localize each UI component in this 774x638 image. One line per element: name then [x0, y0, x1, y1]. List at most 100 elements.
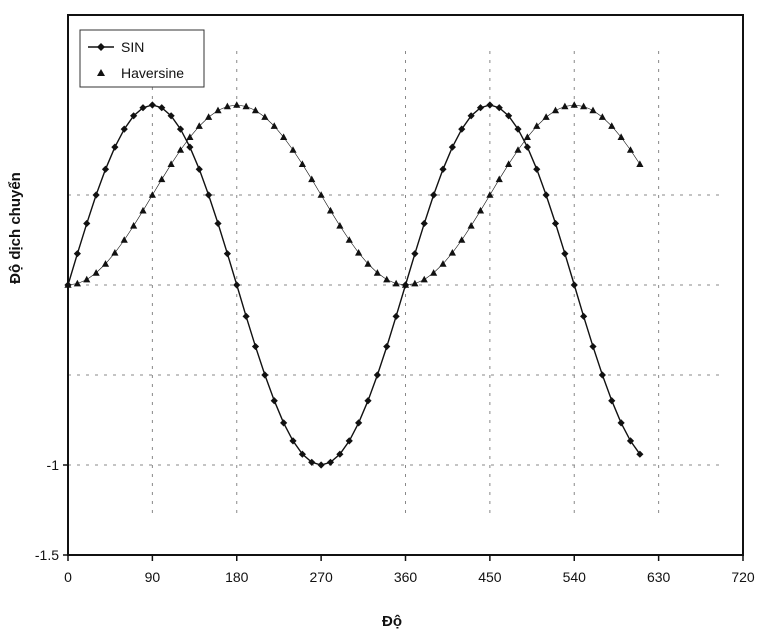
data-point: [542, 191, 550, 199]
data-point: [326, 206, 335, 214]
data-point: [148, 191, 156, 198]
data-point: [139, 206, 147, 214]
data-point: [308, 458, 316, 466]
data-point: [167, 160, 175, 168]
data-point: [505, 160, 513, 168]
data-point: [533, 122, 541, 129]
legend-haversine-label: Haversine: [121, 65, 184, 81]
data-point: [158, 175, 166, 183]
y-tick-label: -1.5: [35, 547, 59, 563]
data-point: [101, 260, 110, 267]
data-point: [533, 165, 541, 173]
data-point: [420, 219, 428, 228]
data-point: [251, 342, 260, 351]
data-point: [270, 122, 278, 129]
data-point: [130, 112, 138, 120]
data-point: [308, 175, 316, 183]
data-point: [570, 101, 578, 108]
data-point: [476, 206, 485, 214]
data-point: [355, 248, 363, 256]
x-axis-title: Độ: [382, 613, 402, 630]
data-point: [261, 371, 269, 379]
data-point: [345, 236, 353, 243]
data-point: [111, 143, 119, 151]
data-point: [401, 281, 410, 288]
data-point: [383, 275, 391, 283]
data-point: [120, 236, 128, 243]
data-point: [598, 113, 606, 120]
data-point: [430, 269, 438, 276]
data-point: [280, 419, 288, 427]
data-point: [317, 191, 325, 198]
data-point: [448, 248, 456, 256]
data-point: [280, 133, 288, 141]
data-point: [176, 125, 185, 133]
data-point: [92, 269, 100, 276]
y-tick-label: -1: [47, 457, 60, 473]
data-point: [608, 122, 616, 129]
data-point: [626, 146, 635, 153]
data-point: [495, 175, 503, 183]
data-point: [561, 250, 569, 258]
x-tick-label: 540: [563, 569, 587, 585]
data-point: [298, 450, 306, 458]
data-point: [458, 125, 466, 133]
data-point: [589, 106, 597, 114]
data-point: [373, 371, 381, 379]
data-point: [608, 397, 616, 405]
data-point: [242, 312, 250, 320]
data-point: [430, 191, 438, 199]
data-point: [195, 165, 203, 173]
data-point: [636, 450, 644, 458]
data-point: [467, 221, 475, 229]
data-point: [326, 458, 335, 466]
legend-sin-label: SIN: [121, 39, 144, 55]
data-point: [111, 248, 119, 256]
legend-box: [79, 29, 205, 88]
data-point: [439, 260, 447, 267]
data-point: [411, 279, 419, 287]
data-point: [570, 281, 578, 289]
data-point: [270, 397, 278, 405]
data-point: [626, 437, 635, 445]
y-axis: -1 -1.5: [35, 457, 68, 563]
data-point: [551, 106, 560, 114]
data-point: [186, 133, 194, 141]
data-point: [176, 146, 185, 153]
data-point: [355, 419, 363, 427]
data-point: [523, 143, 531, 151]
data-point: [148, 101, 156, 109]
y-axis-title: Độ dịch chuyển: [7, 172, 24, 284]
x-tick-label: 720: [731, 569, 755, 585]
data-point: [336, 450, 344, 458]
data-point: [383, 342, 391, 351]
data-point: [73, 250, 81, 258]
data-point: [130, 221, 138, 229]
series-sin: [64, 101, 644, 469]
data-point: [364, 260, 372, 267]
x-tick-label: 0: [64, 569, 72, 585]
data-point: [289, 146, 297, 153]
data-point: [345, 437, 353, 445]
data-point: [101, 165, 110, 173]
data-point: [542, 113, 550, 120]
data-point: [298, 160, 306, 168]
data-point: [617, 133, 625, 141]
data-point: [458, 236, 466, 243]
data-point: [505, 112, 513, 120]
data-point: [523, 133, 531, 141]
data-point: [223, 250, 231, 258]
data-point: [73, 279, 81, 287]
x-tick-label: 270: [309, 569, 333, 585]
x-tick-label: 360: [394, 569, 418, 585]
data-point: [64, 281, 72, 288]
data-point: [167, 112, 175, 120]
data-point: [392, 312, 400, 320]
data-point: [214, 106, 222, 114]
data-point: [448, 143, 456, 151]
x-tick-label: 450: [478, 569, 502, 585]
data-point: [139, 104, 147, 112]
x-tick-label: 90: [145, 569, 161, 585]
data-point: [467, 112, 475, 120]
